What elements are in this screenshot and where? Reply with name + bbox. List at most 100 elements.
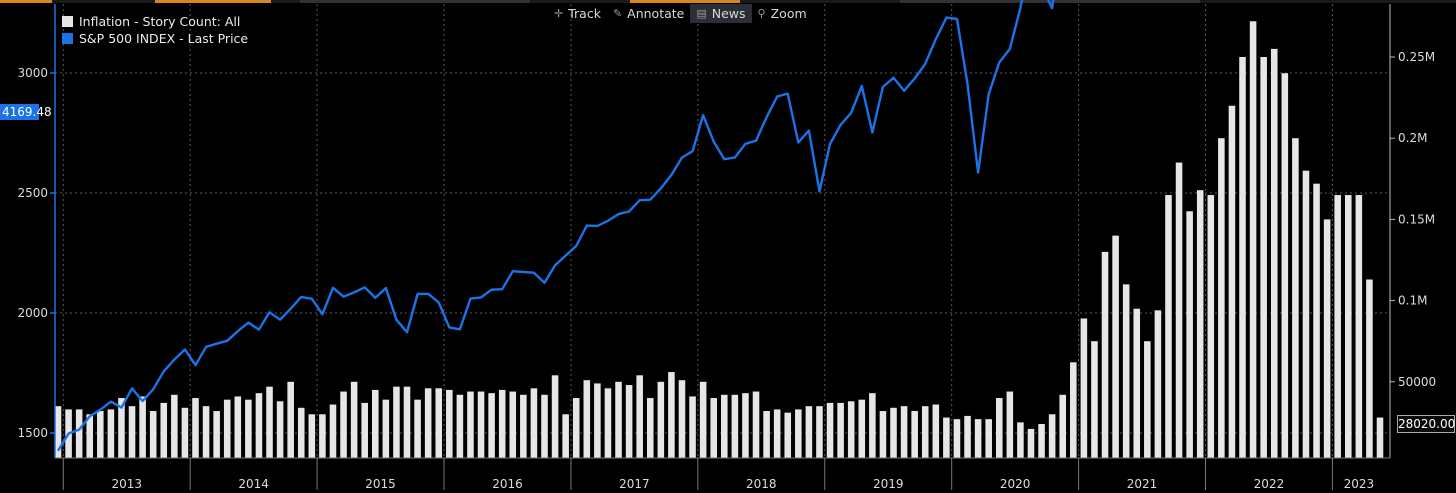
x-tick-label: 2014 — [238, 477, 269, 491]
series-line-sp500 — [56, 0, 1055, 452]
bar — [1122, 284, 1130, 458]
bar — [858, 399, 866, 458]
track-button[interactable]: ✛ Track — [548, 4, 607, 23]
bar — [1334, 195, 1341, 459]
bar — [181, 407, 189, 458]
bar — [75, 409, 83, 458]
bar — [1313, 183, 1320, 458]
bar — [953, 419, 961, 458]
bar — [1218, 138, 1225, 458]
bar — [921, 406, 929, 458]
bar — [86, 414, 94, 458]
bar — [1207, 195, 1215, 459]
bar — [1302, 170, 1310, 458]
bar — [699, 381, 707, 458]
bar — [1101, 251, 1109, 458]
bar — [1175, 162, 1183, 458]
bar — [594, 383, 601, 458]
x-tick-label: 2015 — [365, 477, 396, 491]
bar — [911, 411, 918, 458]
bar — [869, 393, 876, 458]
bar — [1144, 341, 1151, 458]
y-tick-label-left: 2500 — [17, 186, 48, 200]
bar — [171, 394, 178, 458]
tab-indicator[interactable] — [0, 0, 52, 3]
bar — [297, 407, 305, 458]
bar — [414, 399, 421, 458]
y-tick-label-left: 2000 — [17, 306, 48, 320]
bar — [202, 406, 210, 458]
bar — [932, 404, 940, 458]
bar — [160, 402, 168, 458]
bar — [372, 389, 379, 458]
tab-indicator[interactable] — [300, 0, 530, 3]
bar — [54, 406, 62, 458]
bar — [763, 411, 770, 458]
bar — [964, 415, 971, 458]
bar — [1249, 21, 1257, 458]
magnifier-icon: ⚲ — [757, 7, 766, 20]
bar — [456, 394, 464, 458]
chart-toolbar: ✛ Track ✎ Annotate ▤ News ⚲ Zoom — [548, 4, 813, 24]
bar — [1366, 279, 1373, 458]
x-tick-label: 2019 — [873, 477, 904, 491]
bar — [435, 388, 443, 458]
bar — [149, 411, 157, 458]
bar — [1196, 190, 1204, 458]
legend-item-story-count[interactable]: Inflation - Story Count: All — [62, 13, 248, 30]
zoom-button[interactable]: ⚲ Zoom — [752, 4, 813, 23]
bar — [192, 398, 199, 458]
bar — [1165, 195, 1172, 459]
bar — [795, 409, 802, 458]
news-label: News — [711, 6, 746, 21]
legend-item-sp500[interactable]: S&P 500 INDEX - Last Price — [62, 30, 248, 47]
bar — [657, 381, 665, 458]
bar — [721, 394, 728, 458]
bar — [847, 401, 855, 458]
bar — [1006, 391, 1014, 458]
bar — [1186, 211, 1193, 458]
y-tick-label-right: 0.15M — [1398, 212, 1435, 226]
bar — [678, 380, 686, 458]
news-button[interactable]: ▤ News — [690, 4, 752, 23]
bar — [752, 391, 760, 458]
legend-swatch-bars — [62, 16, 73, 27]
bar — [646, 398, 654, 458]
bar — [1048, 414, 1056, 458]
bar — [773, 409, 781, 458]
bar — [1355, 195, 1363, 459]
bar — [213, 411, 220, 458]
bar — [604, 388, 612, 458]
bar — [1038, 424, 1045, 458]
bar — [118, 398, 125, 458]
bar — [97, 411, 104, 458]
bar — [350, 381, 358, 458]
bar — [139, 396, 146, 458]
bar — [1323, 219, 1331, 458]
bar — [784, 412, 792, 458]
bar — [1070, 362, 1077, 458]
bar — [107, 409, 115, 458]
annotate-label: Annotate — [627, 6, 685, 21]
annotate-button[interactable]: ✎ Annotate — [607, 4, 690, 23]
bar — [1112, 235, 1119, 458]
bar — [710, 398, 717, 458]
bar — [308, 414, 316, 458]
news-icon: ▤ — [696, 7, 707, 20]
tab-indicator[interactable] — [155, 0, 271, 3]
y-tick-label-left: 1500 — [17, 426, 48, 440]
bar — [837, 402, 844, 458]
track-label: Track — [568, 6, 601, 21]
bar — [668, 372, 675, 458]
bar — [128, 406, 136, 458]
tab-indicator[interactable] — [630, 0, 740, 3]
bar — [488, 393, 495, 458]
bar — [890, 407, 897, 458]
bar — [583, 380, 591, 458]
legend-label: S&P 500 INDEX - Last Price — [79, 31, 249, 46]
x-tick-label: 2013 — [111, 477, 142, 491]
crosshair-icon: ✛ — [554, 7, 564, 20]
x-tick-label: 2016 — [492, 477, 523, 491]
bar — [572, 398, 580, 458]
